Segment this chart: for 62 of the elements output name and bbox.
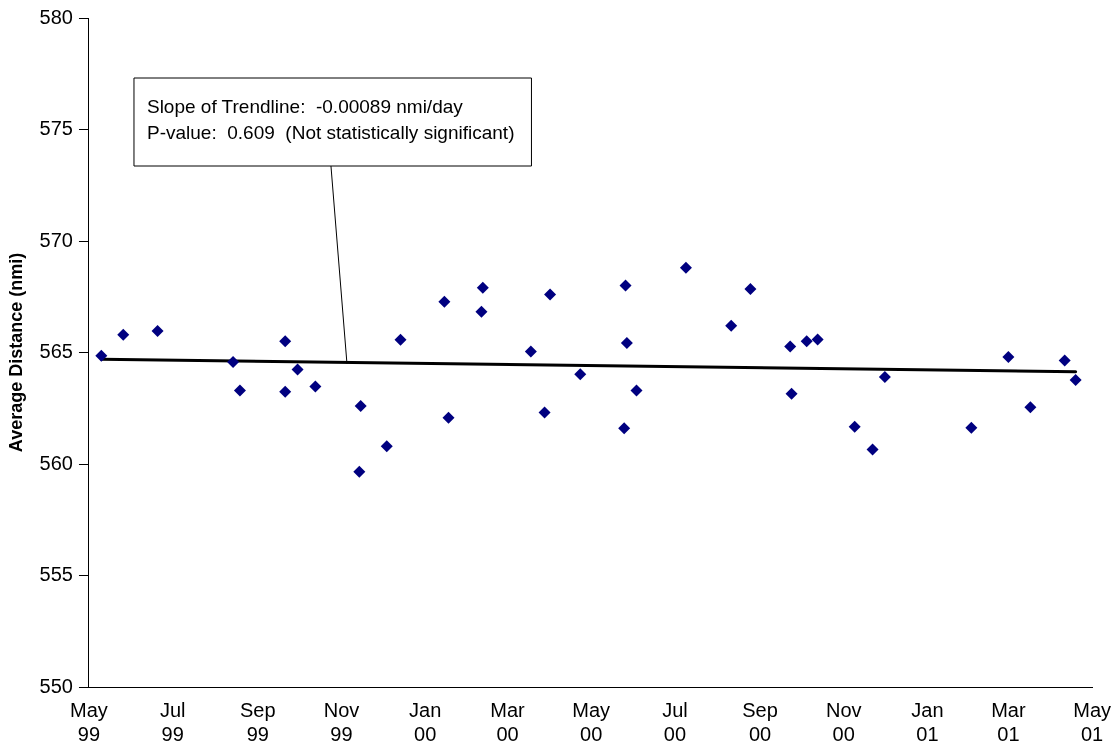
point	[291, 363, 304, 376]
x-tick-label: Mar 01	[991, 698, 1026, 745]
point	[800, 335, 813, 348]
point	[476, 281, 489, 294]
point	[227, 356, 240, 369]
point	[1058, 354, 1071, 367]
point	[544, 288, 557, 301]
x-tick-label: Nov 99	[323, 698, 360, 745]
x-tick-label: Mar 00	[490, 698, 526, 745]
point	[866, 443, 879, 456]
x-tick-label: Sep 00	[742, 698, 778, 745]
y-tick-label: 560	[39, 451, 73, 474]
x-tick-label: Jul 00	[662, 698, 688, 745]
y-tick-label: 580	[39, 5, 73, 28]
point	[394, 333, 407, 346]
point	[475, 305, 488, 318]
x-tick-label: Jan 01	[911, 698, 944, 745]
x-tick-label: Jul 99	[159, 698, 186, 745]
y-tick-label: 555	[39, 563, 73, 586]
point	[442, 411, 455, 424]
point	[574, 368, 587, 381]
point	[380, 440, 393, 453]
point	[1069, 373, 1082, 386]
point	[618, 422, 631, 435]
x-tick-label: May 00	[572, 698, 611, 745]
y-tick-label: 570	[39, 228, 73, 251]
point	[524, 345, 537, 358]
point	[848, 420, 861, 433]
y-tick-label: 565	[39, 340, 73, 363]
point	[95, 349, 108, 362]
point	[619, 279, 632, 292]
y-tick-label: 575	[39, 117, 73, 140]
point	[538, 406, 551, 419]
y-tick-label: 550	[39, 674, 73, 697]
point	[309, 380, 322, 393]
point	[725, 319, 738, 332]
x-tick-label: Nov 00	[825, 698, 862, 745]
point	[878, 371, 891, 384]
point	[784, 340, 797, 353]
point	[353, 465, 366, 478]
x-tick-label: May 01	[1073, 698, 1112, 745]
y-axis-title: Average Distance (nmi)	[5, 252, 26, 453]
point	[679, 261, 692, 274]
point	[811, 333, 824, 346]
point	[965, 421, 978, 434]
point	[151, 325, 164, 338]
x-tick-label: Jan 00	[409, 698, 442, 745]
x-tick-label: Sep 99	[239, 698, 276, 745]
point	[117, 328, 130, 341]
point	[354, 400, 367, 413]
point	[1024, 401, 1037, 414]
point	[630, 384, 643, 397]
point	[620, 336, 633, 349]
x-tick-label: May 99	[70, 698, 108, 745]
point	[279, 335, 292, 348]
point	[785, 387, 798, 400]
annotation: Slope of Trendline: -0.00089 nmi/day P-value: 0.609 (Not statistically significant)	[146, 95, 515, 143]
point	[438, 295, 451, 308]
point	[233, 384, 246, 397]
point	[1002, 350, 1015, 363]
point	[279, 385, 292, 398]
point	[744, 282, 757, 295]
